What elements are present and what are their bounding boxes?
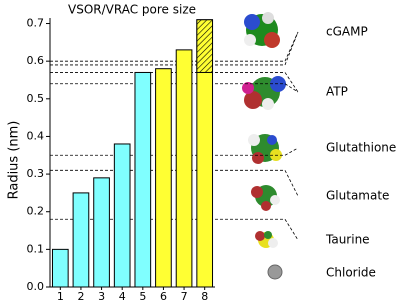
guide-connector [284, 83, 299, 93]
glutamate-icon [251, 185, 280, 211]
y-tick-label: 0.4 [27, 129, 45, 142]
x-tick-label: 8 [201, 290, 208, 301]
y-tick-label: 0.1 [27, 242, 45, 255]
bar [134, 71, 152, 288]
chart-title: VSOR/VRAC pore size [68, 3, 196, 17]
molecule-label: Glutathione [326, 141, 396, 155]
molecule-label: ATP [326, 85, 348, 99]
x-tick-label: 1 [57, 290, 64, 301]
bar [72, 192, 90, 288]
bar [155, 68, 172, 288]
guide-connector [284, 31, 299, 66]
x-tick-label: 7 [181, 290, 188, 301]
bar-hatch [196, 19, 214, 73]
bar [175, 49, 193, 288]
atp-icon [242, 76, 286, 110]
chloride-icon [267, 264, 283, 280]
cgamp-icon [244, 12, 280, 48]
glutathione-icon [248, 134, 282, 164]
x-tick-label: 4 [119, 290, 126, 301]
molecule-label: Chloride [326, 266, 376, 280]
guide-connector [284, 147, 299, 156]
guide-connector [284, 219, 299, 241]
x-tick-label: 3 [98, 290, 105, 301]
bar [93, 177, 110, 288]
y-tick-label: 0.5 [27, 92, 45, 105]
y-tick-label: 0.6 [27, 54, 45, 67]
bar [113, 143, 131, 288]
guide-connector [284, 72, 299, 93]
y-tick-label: 0.3 [27, 167, 45, 180]
x-tick-label: 6 [160, 290, 167, 301]
molecule-icons [242, 12, 286, 280]
taurine-icon [255, 231, 278, 248]
y-tick-label: 0.2 [27, 205, 45, 218]
guide-connector [284, 170, 299, 197]
molecule-label: Taurine [325, 233, 370, 247]
y-tick-label: 0.0 [27, 280, 45, 293]
y-axis-label: Radius (nm) [7, 121, 22, 200]
x-tick-label: 5 [139, 290, 146, 301]
x-tick-label: 2 [77, 290, 84, 301]
y-tick-label: 0.7 [27, 17, 45, 30]
molecule-label: Glutamate [326, 189, 389, 203]
molecule-label: cGAMP [326, 25, 368, 39]
bar [51, 248, 69, 288]
